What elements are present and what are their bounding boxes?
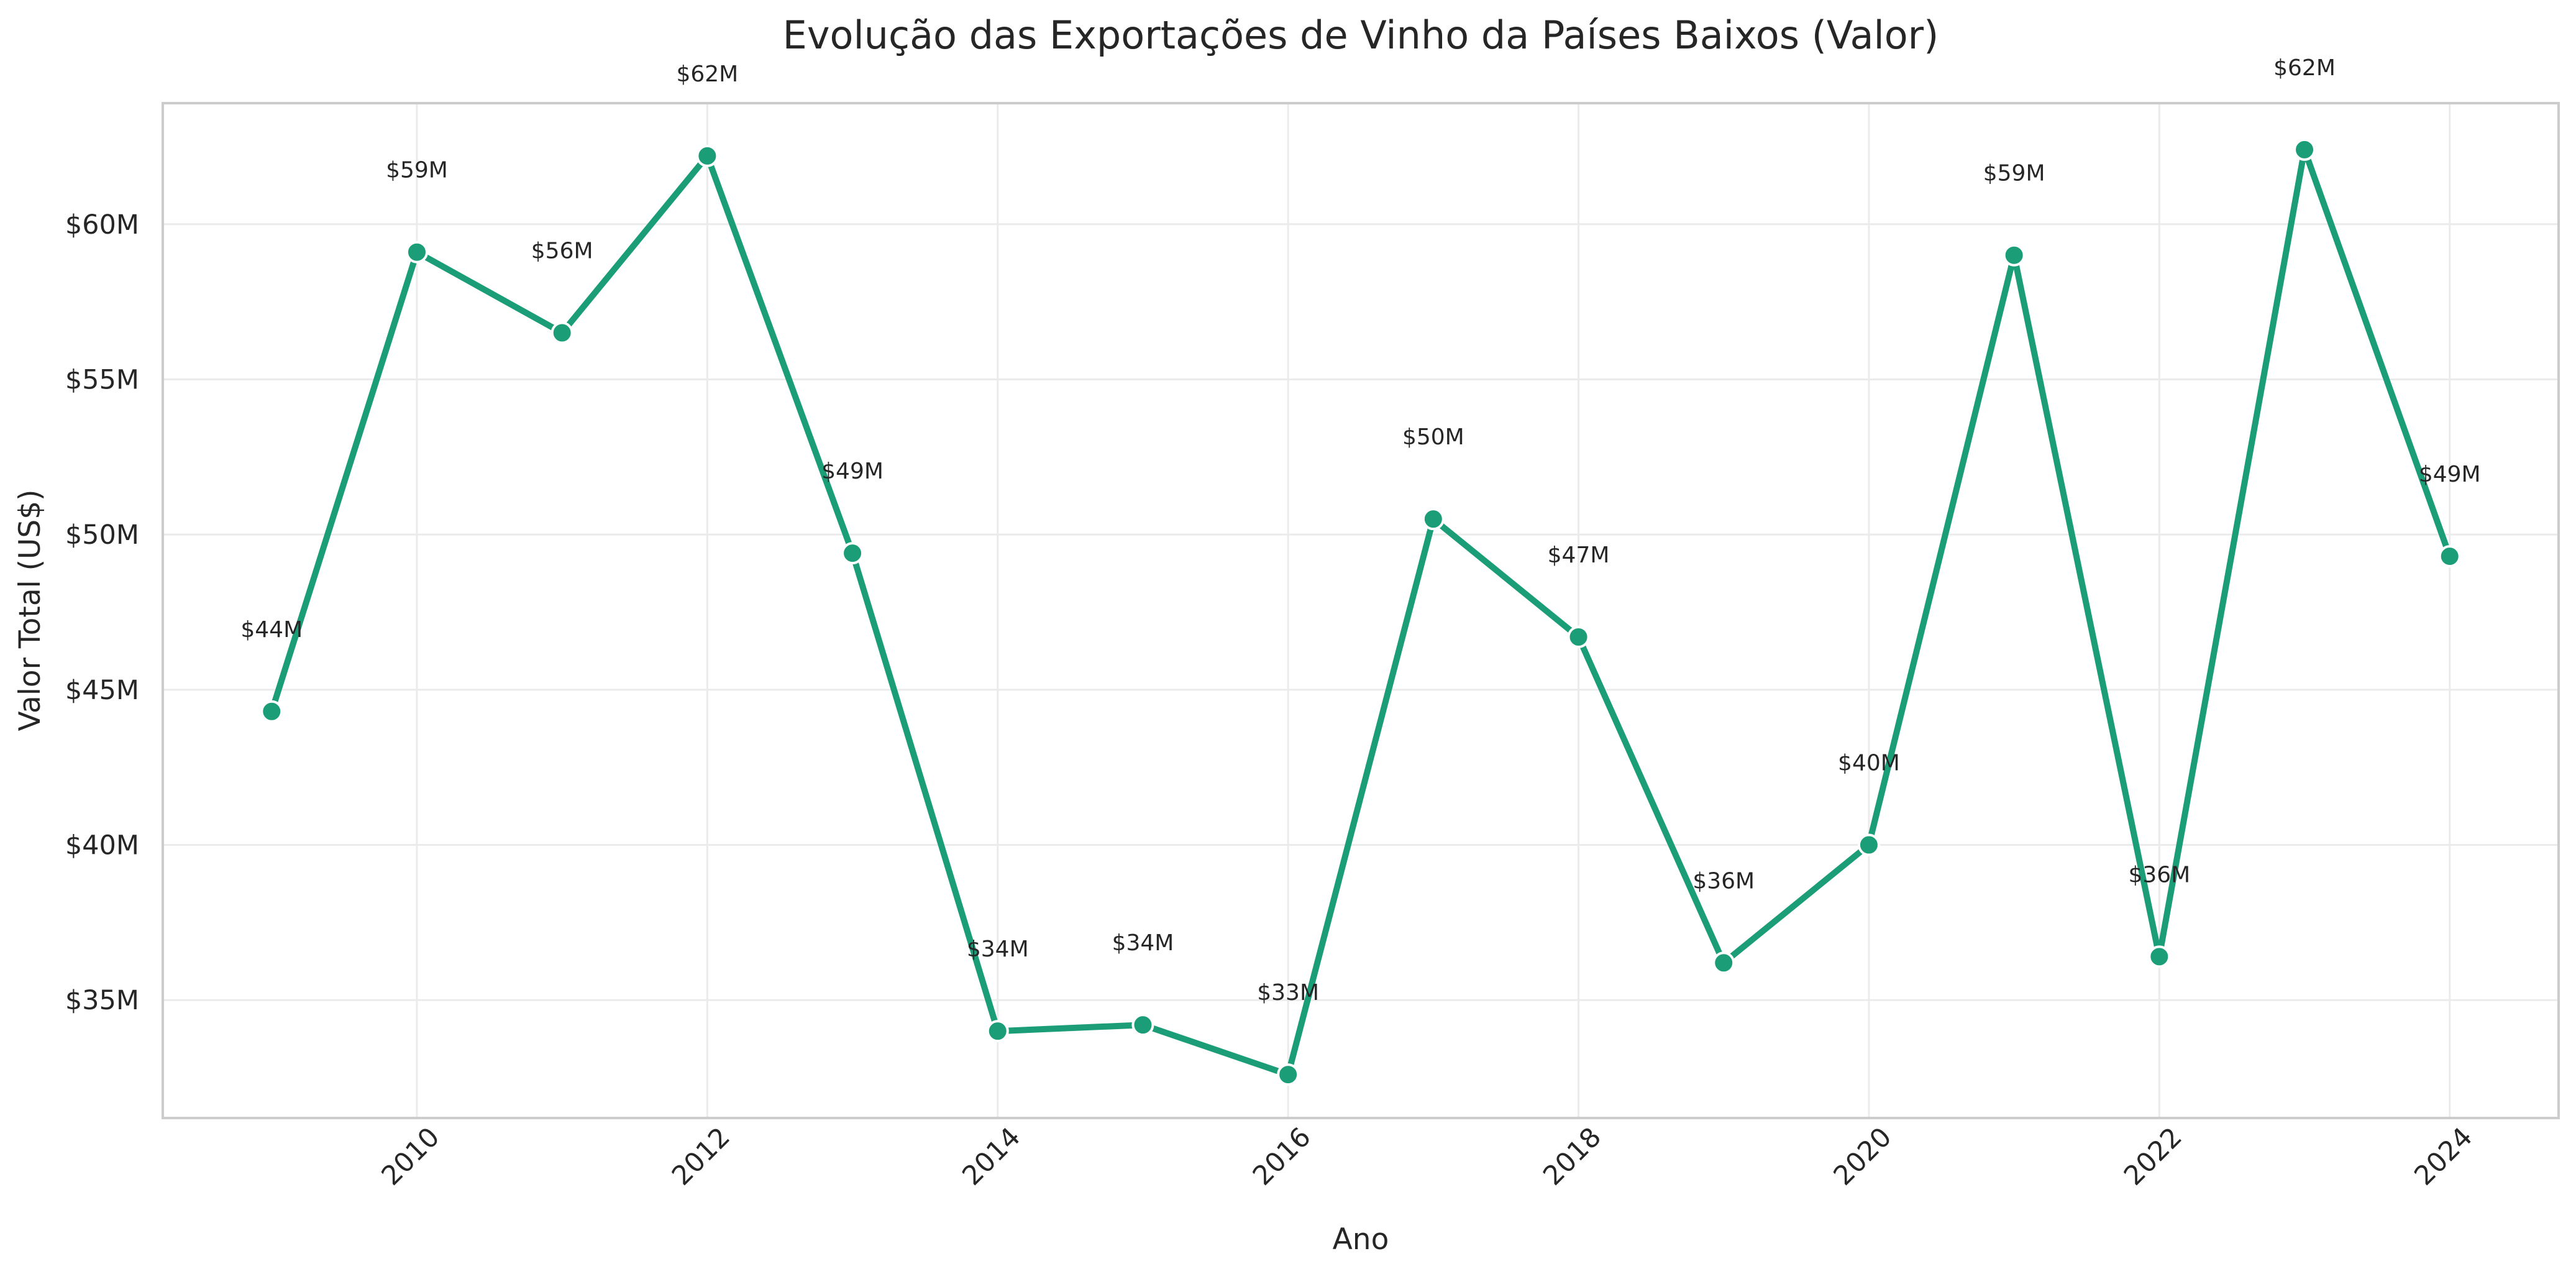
data-point — [841, 542, 864, 565]
y-tick-label: $45M — [65, 675, 139, 706]
x-axis-title: Ano — [1333, 1222, 1389, 1257]
data-label: $44M — [240, 617, 303, 643]
data-label: $49M — [2419, 462, 2481, 487]
data-label: $56M — [531, 239, 593, 264]
data-point — [260, 700, 283, 723]
series-line — [268, 146, 2453, 1078]
y-tick-label: $40M — [65, 830, 139, 861]
data-label: $62M — [2273, 55, 2336, 81]
data-label: $40M — [1838, 751, 1900, 776]
data-points — [260, 138, 2461, 1086]
data-point — [2293, 138, 2316, 161]
y-axis-ticks: $35M $40M $45M $50M $55M $60M — [65, 209, 139, 1016]
y-tick-label: $55M — [65, 364, 139, 395]
data-labels: $44M $59M $56M $62M $49M $34M $34M $33M $50M $47M… — [240, 55, 2480, 1006]
data-label: $59M — [1983, 161, 2045, 186]
data-point — [1712, 951, 1735, 974]
y-tick-label: $35M — [65, 985, 139, 1016]
data-label: $47M — [1548, 543, 1610, 568]
plot-frame — [162, 102, 2560, 1119]
data-point — [2003, 244, 2026, 267]
data-point — [696, 144, 719, 167]
y-axis-title: Valor Total (US$) — [13, 490, 47, 731]
data-point — [2148, 945, 2171, 968]
data-label: $50M — [1402, 424, 1464, 450]
data-label: $49M — [821, 459, 884, 484]
data-point — [1422, 508, 1445, 531]
y-tick-label: $50M — [65, 520, 139, 551]
data-point — [405, 241, 428, 264]
y-tick-label: $60M — [65, 209, 139, 241]
data-label: $34M — [1112, 930, 1174, 956]
series-line-layer — [268, 146, 2453, 1078]
data-point — [1567, 625, 1590, 648]
data-point — [550, 321, 573, 344]
data-label: $62M — [676, 62, 738, 87]
data-label: $33M — [1257, 980, 1319, 1006]
data-point — [1131, 1014, 1154, 1037]
data-point — [1857, 833, 1880, 856]
data-point — [2438, 545, 2461, 568]
chart-title: Evolução das Exportações de Vinho da Paí… — [783, 12, 1939, 58]
data-label: $59M — [386, 158, 448, 183]
data-label: $36M — [1692, 868, 1755, 894]
data-point — [1277, 1063, 1300, 1086]
data-label: $34M — [967, 937, 1029, 962]
gridlines — [163, 103, 2559, 1118]
data-point — [986, 1020, 1009, 1043]
data-label: $36M — [2128, 862, 2190, 887]
